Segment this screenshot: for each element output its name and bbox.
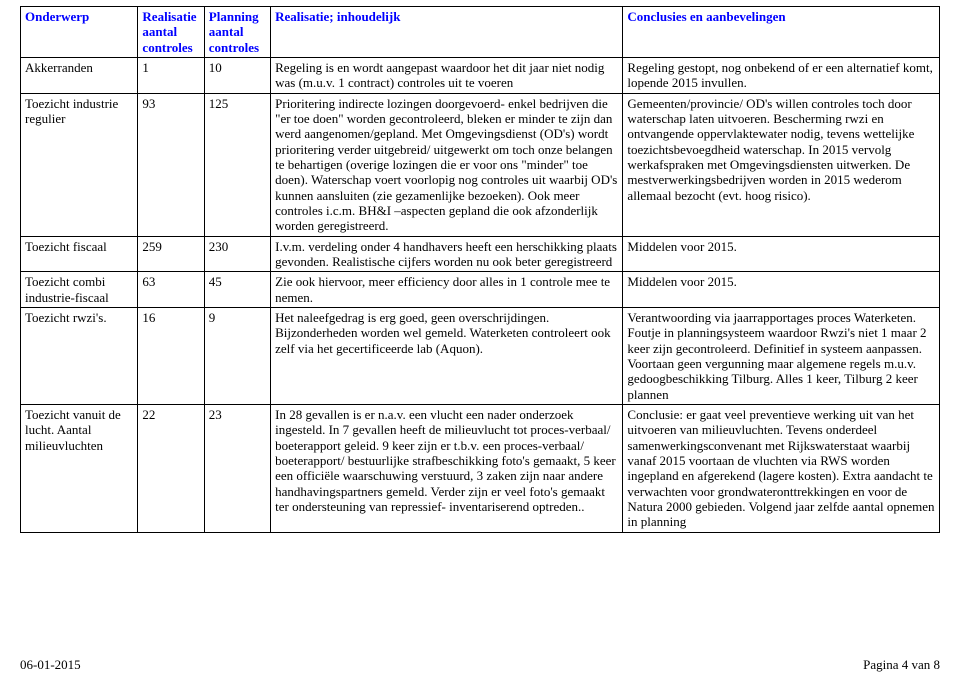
cell-conclusie: Conclusie: er gaat veel preventieve werk…	[623, 404, 940, 532]
cell-conclusie: Middelen voor 2015.	[623, 236, 940, 272]
cell-realisatie: 63	[138, 272, 204, 308]
header-realisatie-aantal: Realisatie aantal controles	[138, 7, 204, 58]
cell-onderwerp: Toezicht combi industrie-fiscaal	[21, 272, 138, 308]
cell-inhoud: Regeling is en wordt aangepast waardoor …	[271, 57, 623, 93]
header-conclusies: Conclusies en aanbevelingen	[623, 7, 940, 58]
cell-inhoud: Prioritering indirecte lozingen doorgevo…	[271, 93, 623, 236]
header-row: Onderwerp Realisatie aantal controles Pl…	[21, 7, 940, 58]
table-row: Toezicht fiscaal 259 230 I.v.m. verdelin…	[21, 236, 940, 272]
cell-planning: 9	[204, 307, 270, 404]
page: Onderwerp Realisatie aantal controles Pl…	[0, 0, 960, 677]
cell-planning: 10	[204, 57, 270, 93]
cell-onderwerp: Akkerranden	[21, 57, 138, 93]
table-row: Toezicht combi industrie-fiscaal 63 45 Z…	[21, 272, 940, 308]
cell-onderwerp: Toezicht fiscaal	[21, 236, 138, 272]
table-row: Toezicht industrie regulier 93 125 Prior…	[21, 93, 940, 236]
cell-inhoud: In 28 gevallen is er n.a.v. een vlucht e…	[271, 404, 623, 532]
footer-page-number: Pagina 4 van 8	[863, 657, 940, 673]
cell-onderwerp: Toezicht industrie regulier	[21, 93, 138, 236]
cell-conclusie: Verantwoording via jaarrapportages proce…	[623, 307, 940, 404]
cell-planning: 230	[204, 236, 270, 272]
cell-realisatie: 259	[138, 236, 204, 272]
header-planning-aantal: Planning aantal controles	[204, 7, 270, 58]
cell-conclusie: Middelen voor 2015.	[623, 272, 940, 308]
cell-inhoud: Zie ook hiervoor, meer efficiency door a…	[271, 272, 623, 308]
header-realisatie-inhoud: Realisatie; inhoudelijk	[271, 7, 623, 58]
page-footer: 06-01-2015 Pagina 4 van 8	[20, 657, 940, 673]
header-onderwerp: Onderwerp	[21, 7, 138, 58]
cell-inhoud: Het naleefgedrag is erg goed, geen overs…	[271, 307, 623, 404]
report-table: Onderwerp Realisatie aantal controles Pl…	[20, 6, 940, 533]
cell-planning: 125	[204, 93, 270, 236]
table-row: Toezicht vanuit de lucht. Aantal milieuv…	[21, 404, 940, 532]
cell-realisatie: 93	[138, 93, 204, 236]
cell-onderwerp: Toezicht vanuit de lucht. Aantal milieuv…	[21, 404, 138, 532]
table-row: Toezicht rwzi's. 16 9 Het naleefgedrag i…	[21, 307, 940, 404]
cell-realisatie: 16	[138, 307, 204, 404]
cell-realisatie: 1	[138, 57, 204, 93]
cell-inhoud: I.v.m. verdeling onder 4 handhavers heef…	[271, 236, 623, 272]
footer-date: 06-01-2015	[20, 657, 81, 673]
cell-planning: 45	[204, 272, 270, 308]
cell-conclusie: Regeling gestopt, nog onbekend of er een…	[623, 57, 940, 93]
cell-planning: 23	[204, 404, 270, 532]
table-row: Akkerranden 1 10 Regeling is en wordt aa…	[21, 57, 940, 93]
cell-conclusie: Gemeenten/provincie/ OD's willen control…	[623, 93, 940, 236]
cell-realisatie: 22	[138, 404, 204, 532]
cell-onderwerp: Toezicht rwzi's.	[21, 307, 138, 404]
